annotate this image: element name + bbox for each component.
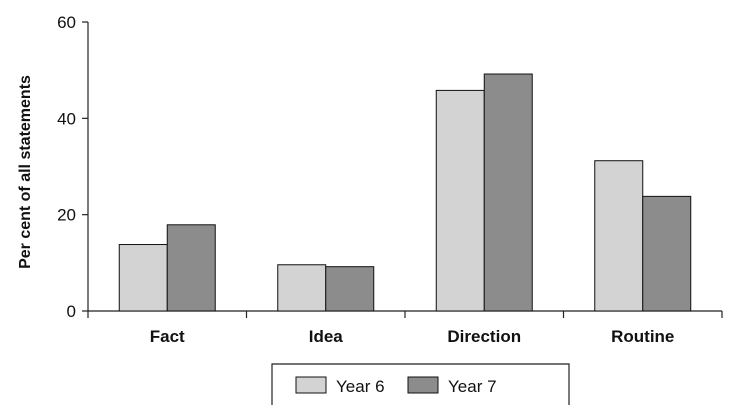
bar-fact-year-7 [166, 224, 216, 312]
bar-routine-year-7 [642, 195, 692, 312]
bar-idea-year-6 [277, 264, 327, 312]
y-axis: 0 20 40 60 [57, 13, 89, 321]
legend-frame [271, 363, 570, 405]
legend: Year 6 Year 7 [271, 363, 570, 405]
x-category-label: Direction [447, 327, 521, 346]
bar-fact-year-6 [118, 244, 168, 312]
x-axis: Fact Idea Direction Routine [87, 310, 723, 346]
bar-direction-year-6 [435, 89, 485, 312]
bars [118, 73, 692, 312]
bar-idea-year-7 [325, 266, 375, 312]
y-tick-label: 0 [67, 302, 76, 321]
x-category-label: Fact [150, 327, 185, 346]
bar-direction-year-7 [483, 73, 533, 312]
y-tick-label: 20 [57, 206, 76, 225]
x-category-label: Routine [611, 327, 674, 346]
bar-routine-year-6 [594, 160, 644, 312]
y-tick-label: 60 [57, 13, 76, 32]
x-category-label: Idea [309, 327, 344, 346]
y-tick-label: 40 [57, 109, 76, 128]
legend-label: Year 6 [336, 377, 385, 396]
legend-swatch-year-7 [407, 376, 439, 394]
y-axis-title: Per cent of all statements [17, 75, 34, 269]
legend-label: Year 7 [448, 377, 497, 396]
legend-swatch-year-6 [295, 376, 327, 394]
